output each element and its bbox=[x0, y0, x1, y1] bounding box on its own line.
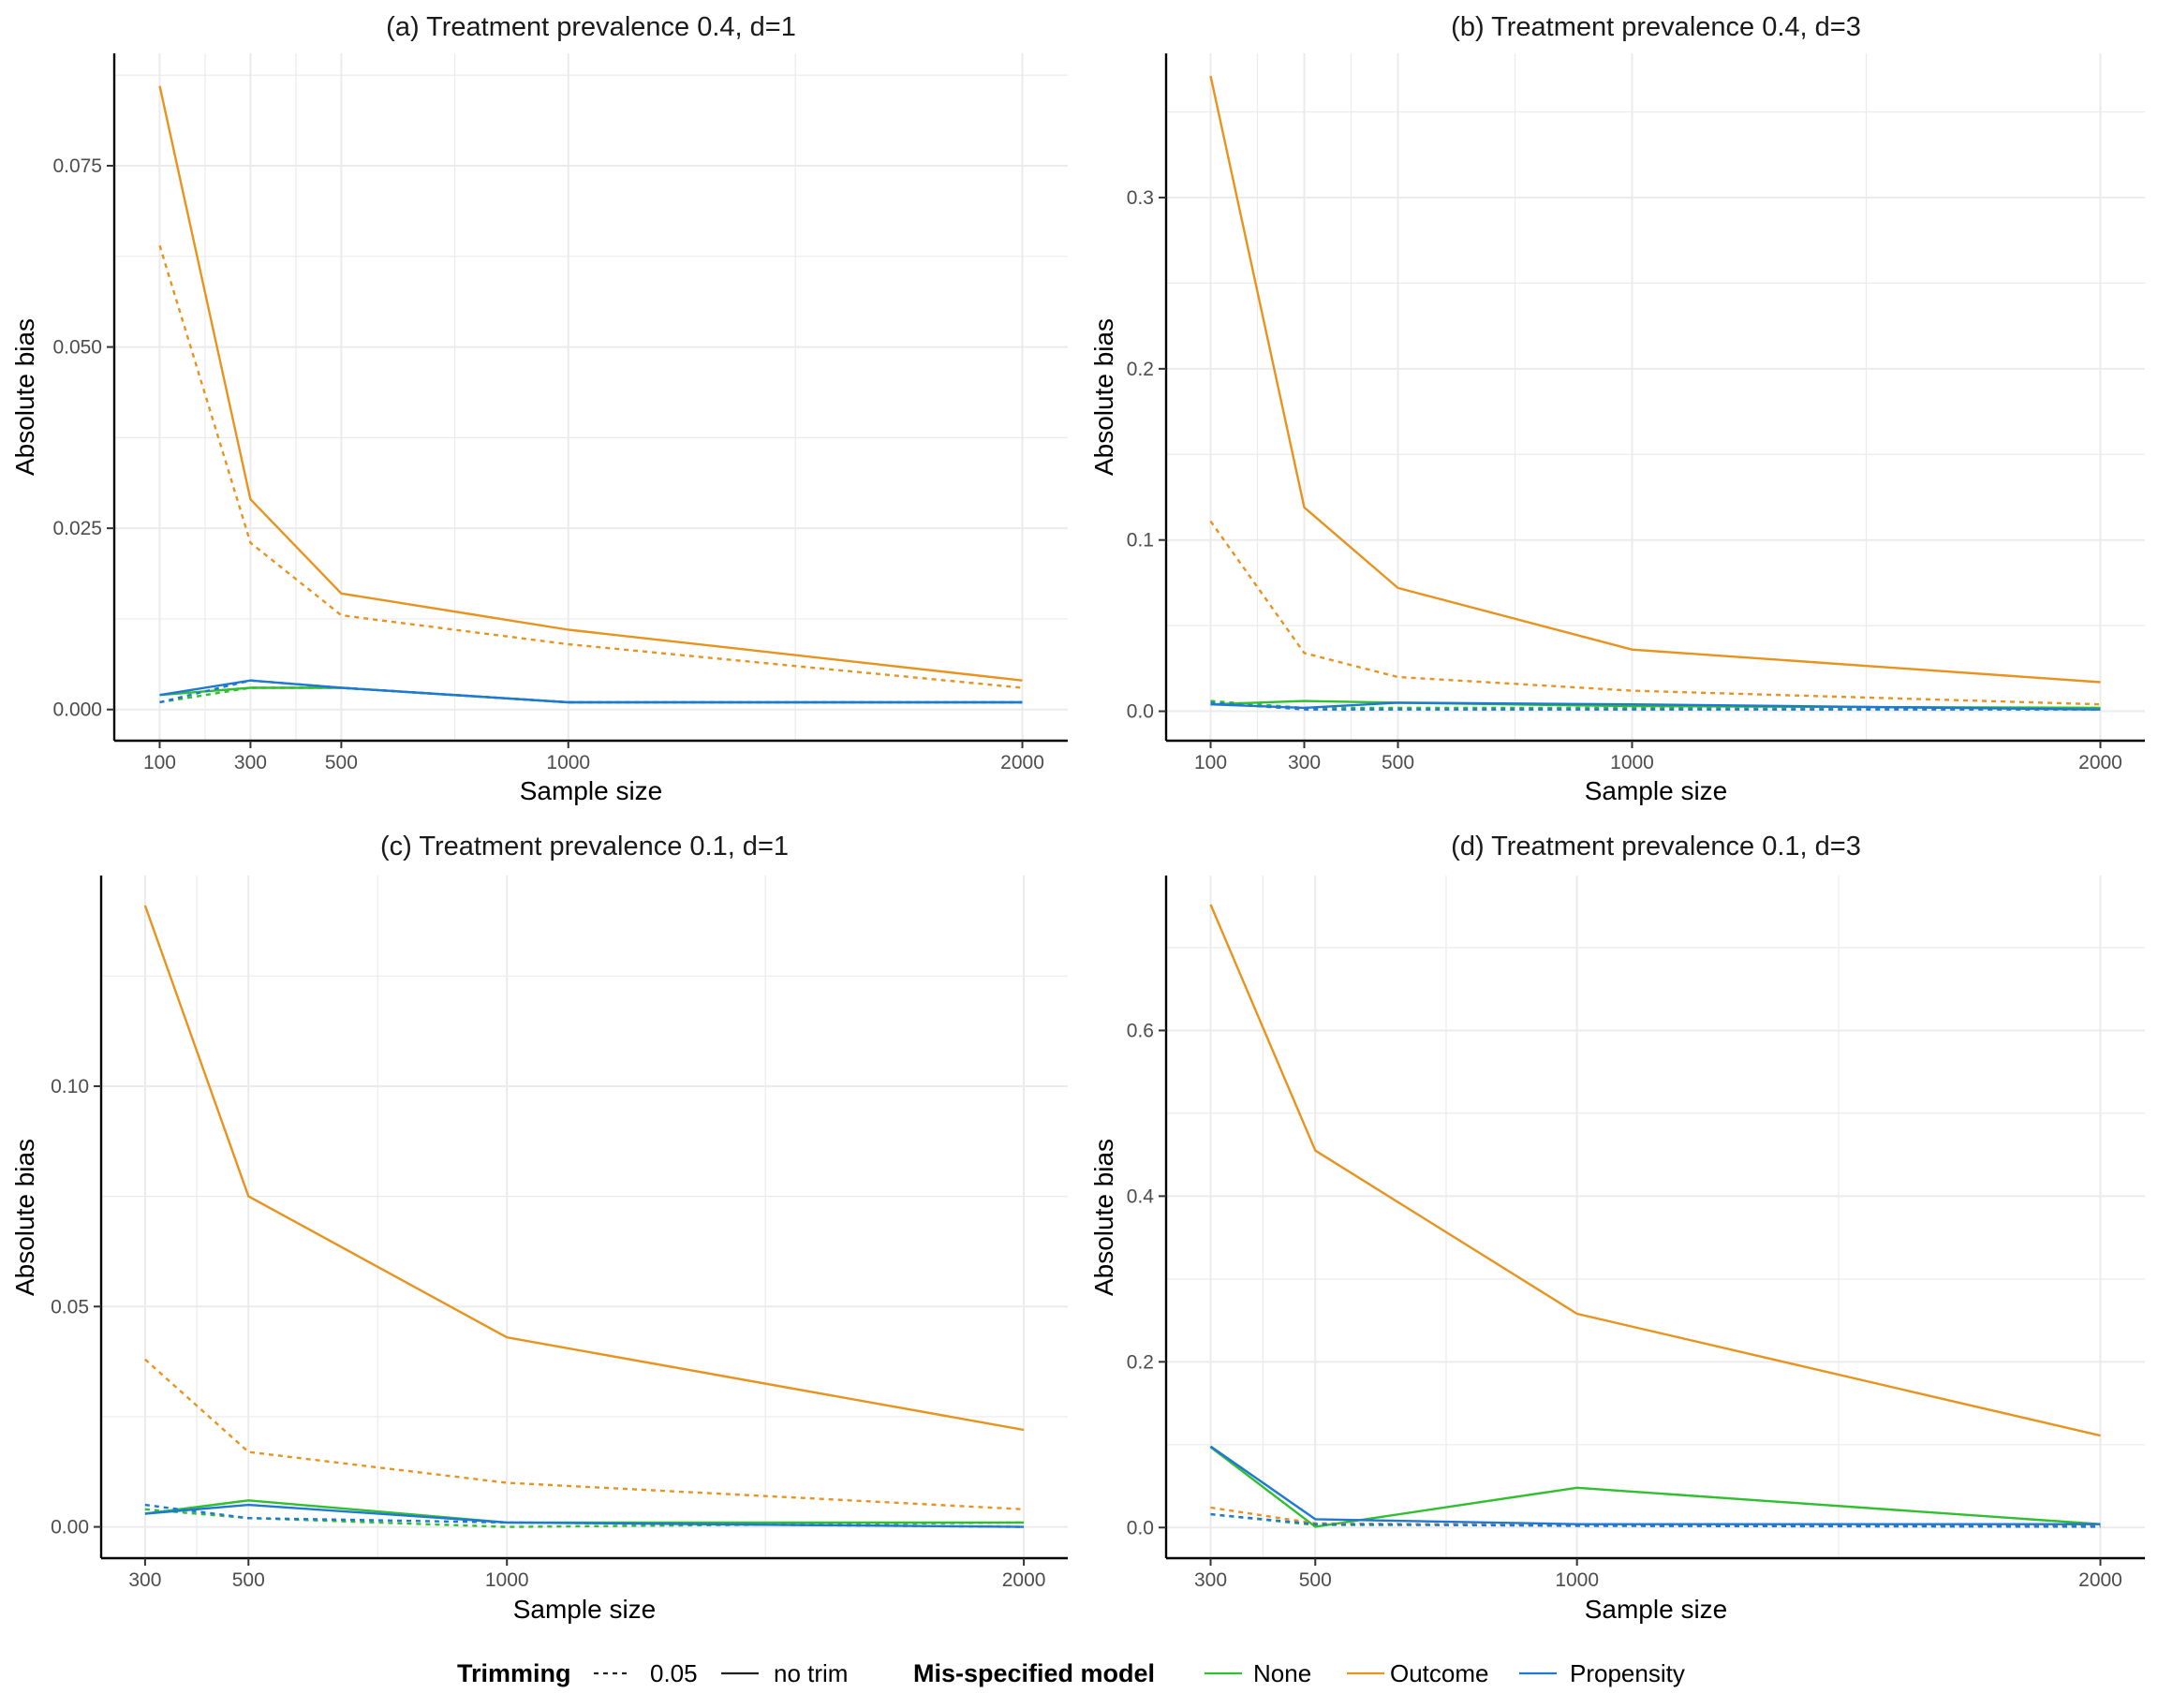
x-tick-label: 2000 bbox=[1002, 1569, 1046, 1591]
series-outcome-0-05 bbox=[158, 244, 1023, 689]
series-lines bbox=[143, 905, 1025, 1528]
y-ticks: 0.0 0.1 0.2 0.3 bbox=[1127, 187, 1166, 723]
y-axis-title: Absolute bias bbox=[10, 1139, 39, 1296]
series-lines bbox=[158, 85, 1023, 704]
x-axis-title: Sample size bbox=[1585, 1595, 1728, 1624]
y-tick-label: 0.0 bbox=[1127, 701, 1154, 723]
panel-d: (d) Treatment prevalence 0.1, d=3 0.0 0.2… bbox=[1089, 832, 2145, 1624]
y-tick-label: 0.00 bbox=[51, 1517, 89, 1539]
gridlines bbox=[101, 876, 1068, 1558]
x-tick-label: 500 bbox=[1382, 752, 1414, 773]
panel-c: (c) Treatment prevalence 0.1, d=1 0.000.… bbox=[10, 832, 1068, 1624]
y-tick-label: 0.075 bbox=[52, 155, 102, 177]
panel-b: (b) Treatment prevalence 0.4, d=3 0.0 0.1… bbox=[1089, 12, 2145, 805]
series-propensity-0-05 bbox=[144, 1503, 1025, 1528]
series-lines bbox=[1209, 75, 2101, 711]
x-tick-label: 1000 bbox=[1610, 752, 1654, 773]
x-tick-label: 300 bbox=[128, 1569, 161, 1591]
y-tick-label: 0.4 bbox=[1127, 1185, 1155, 1207]
series-outcome-no-trim bbox=[143, 905, 1025, 1432]
series-none-no-trim bbox=[1209, 1446, 2101, 1528]
legend-label-outcome: Outcome bbox=[1390, 1659, 1489, 1687]
x-tick-label: 300 bbox=[234, 752, 267, 773]
legend-label-propensity: Propensity bbox=[1570, 1659, 1685, 1687]
series-propensity-no-trim bbox=[1209, 1445, 2101, 1525]
panel-a: (a) Treatment prevalence 0.4, d=1 0.0000… bbox=[10, 12, 1068, 805]
x-tick-label: 2000 bbox=[2078, 752, 2122, 773]
legend-title-trimming: Trimming bbox=[457, 1659, 571, 1687]
y-tick-label: 0.2 bbox=[1127, 1351, 1154, 1373]
y-tick-label: 0.025 bbox=[52, 518, 102, 539]
x-axis-title: Sample size bbox=[520, 776, 663, 805]
x-tick-label: 1000 bbox=[1555, 1569, 1599, 1591]
x-tick-label: 1000 bbox=[546, 752, 590, 773]
x-tick-label: 300 bbox=[1288, 752, 1321, 773]
gridlines bbox=[114, 53, 1068, 741]
x-tick-label: 500 bbox=[1299, 1569, 1332, 1591]
y-tick-label: 0.6 bbox=[1127, 1020, 1154, 1041]
y-tick-label: 0.000 bbox=[52, 699, 102, 721]
series-none-no-trim bbox=[144, 1499, 1025, 1524]
gridlines bbox=[1166, 876, 2145, 1558]
x-tick-label: 300 bbox=[1194, 1569, 1227, 1591]
series-outcome-no-trim bbox=[1209, 75, 2101, 684]
y-tick-label: 0.050 bbox=[52, 337, 102, 359]
series-none-0-05 bbox=[159, 686, 1023, 704]
series-propensity-0-05 bbox=[159, 679, 1023, 704]
x-ticks: 100 300 500 1000 2000 bbox=[1194, 741, 2122, 773]
series-lines bbox=[1209, 904, 2101, 1528]
panel-title: (a) Treatment prevalence 0.4, d=1 bbox=[386, 12, 796, 42]
panel-title: (d) Treatment prevalence 0.1, d=3 bbox=[1451, 832, 1861, 861]
y-axis-title: Absolute bias bbox=[1089, 1139, 1118, 1296]
y-axis-title: Absolute bias bbox=[1089, 318, 1118, 476]
x-tick-label: 100 bbox=[1194, 752, 1227, 773]
x-tick-label: 2000 bbox=[1000, 752, 1044, 773]
legend-label-trim-005: 0.05 bbox=[650, 1659, 698, 1687]
series-propensity-0-05 bbox=[1210, 701, 2101, 711]
y-tick-label: 0.2 bbox=[1127, 359, 1154, 380]
y-tick-label: 0.1 bbox=[1127, 530, 1154, 552]
series-outcome-0-05 bbox=[1209, 520, 2101, 706]
x-tick-label: 2000 bbox=[2078, 1569, 2122, 1591]
y-ticks: 0.000 0.025 0.050 0.075 bbox=[52, 155, 114, 721]
x-ticks: 300 500 1000 2000 bbox=[1194, 1558, 2122, 1591]
legend: Trimming 0.05 no trim Mis-specified mode… bbox=[457, 1659, 1685, 1687]
y-tick-label: 0.0 bbox=[1127, 1517, 1154, 1539]
x-tick-label: 100 bbox=[143, 752, 176, 773]
series-none-0-05 bbox=[1210, 699, 2101, 710]
legend-title-model: Mis-specified model bbox=[913, 1659, 1155, 1687]
panel-title: (c) Treatment prevalence 0.1, d=1 bbox=[380, 832, 789, 861]
legend-label-no-trim: no trim bbox=[774, 1659, 848, 1687]
legend-label-none: None bbox=[1253, 1659, 1311, 1687]
x-tick-label: 500 bbox=[232, 1569, 265, 1591]
x-tick-label: 500 bbox=[325, 752, 358, 773]
series-none-no-trim bbox=[159, 686, 1023, 704]
series-propensity-0-05 bbox=[1210, 1512, 2101, 1528]
y-tick-label: 0.05 bbox=[51, 1296, 89, 1318]
y-axis-title: Absolute bias bbox=[10, 318, 39, 476]
series-outcome-no-trim bbox=[158, 85, 1023, 682]
x-axis-title: Sample size bbox=[513, 1595, 657, 1624]
y-tick-label: 0.10 bbox=[51, 1076, 89, 1097]
series-propensity-no-trim bbox=[1210, 701, 2101, 711]
panel-title: (b) Treatment prevalence 0.4, d=3 bbox=[1451, 12, 1861, 42]
x-ticks: 300 500 1000 2000 bbox=[128, 1558, 1045, 1591]
x-ticks: 100 300 500 1000 2000 bbox=[143, 741, 1044, 773]
series-outcome-0-05 bbox=[144, 1358, 1025, 1510]
gridlines bbox=[1166, 53, 2145, 741]
y-ticks: 0.00 0.05 0.10 bbox=[51, 1076, 101, 1539]
y-tick-label: 0.3 bbox=[1127, 187, 1154, 209]
y-ticks: 0.0 0.2 0.4 0.6 bbox=[1127, 1020, 1166, 1539]
x-axis-title: Sample size bbox=[1585, 776, 1728, 805]
series-outcome-no-trim bbox=[1209, 904, 2101, 1437]
x-tick-label: 1000 bbox=[485, 1569, 529, 1591]
